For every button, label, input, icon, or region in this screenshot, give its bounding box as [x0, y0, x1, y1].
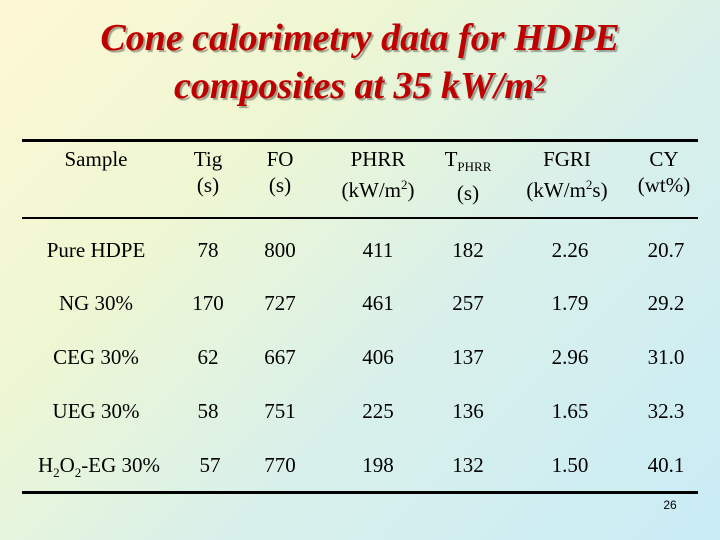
table-header-rule [22, 217, 698, 219]
header-tig-unit: (s) [196, 173, 220, 197]
cell-phrr: 225 [362, 399, 394, 423]
cell-sample: CEG 30% [53, 345, 139, 369]
header-phrr-unit-post: ) [407, 178, 415, 202]
cell-sample: H2O2-EG 30% [14, 452, 184, 486]
header-fgri-unit-pre: (kW/m [526, 178, 586, 202]
header-tphrr-label: TPHRR [430, 146, 506, 180]
header-phrr-unit: (kW/m2) [330, 172, 426, 203]
cell-sample-o: O [59, 453, 75, 477]
cell-fgri: 2.26 [551, 238, 589, 262]
header-sample-label: Sample [64, 147, 128, 171]
cell-fo: 770 [264, 453, 296, 477]
header-tphrr-sub: PHRR [457, 159, 492, 175]
cell-cy: 32.3 [647, 399, 685, 423]
header-fgri-unit-sup: 2 [585, 177, 593, 192]
header-fgri-label: FGRI [543, 147, 591, 171]
cell-phrr: 461 [362, 291, 394, 315]
cell-sample: UEG 30% [52, 399, 140, 423]
cell-tphrr: 182 [452, 238, 484, 262]
header-phrr-unit-pre: (kW/m [341, 178, 401, 202]
cell-sample-sub1: 2 [53, 465, 60, 481]
table-row: CEG 30% 62 667 406 137 2.96 31.0 [0, 344, 720, 384]
header-tig: Tig (s) [178, 146, 238, 198]
cell-cy: 40.1 [647, 453, 685, 477]
header-fgri: FGRI (kW/m2s) [512, 146, 622, 203]
header-phrr: PHRR (kW/m2) [330, 146, 426, 203]
cell-fo: 667 [264, 345, 296, 369]
table-row: NG 30% 170 727 461 257 1.79 29.2 [0, 290, 720, 330]
header-cy: CY (wt%) [624, 146, 704, 198]
cell-sample: NG 30% [58, 291, 134, 315]
page-number: 26 [663, 498, 677, 512]
cell-sample-sub2: 2 [74, 465, 82, 481]
cell-tig: 78 [197, 238, 219, 262]
header-phrr-unit-sup: 2 [400, 177, 408, 192]
table-bottom-rule [22, 491, 698, 494]
cell-phrr: 411 [362, 238, 394, 262]
title-line-2: composites at 35 kW/m2 [0, 62, 720, 110]
header-fo: FO (s) [250, 146, 310, 198]
cell-fo: 800 [264, 238, 296, 262]
header-phrr-label: PHRR [350, 147, 406, 171]
cell-fgri: 1.65 [551, 399, 589, 423]
table-row: H2O2-EG 30% 57 770 198 132 1.50 40.1 [0, 452, 720, 492]
header-tphrr-unit: (s) [456, 181, 480, 206]
title-line-2-text: composites at 35 kW/m [174, 65, 534, 107]
cell-fgri: 1.79 [551, 291, 589, 315]
table-top-rule [22, 139, 698, 142]
cell-phrr: 198 [362, 453, 394, 477]
cell-tig: 58 [197, 399, 219, 423]
cell-tphrr: 257 [452, 291, 484, 315]
cell-tig: 57 [199, 453, 221, 477]
header-cy-label: CY [649, 147, 679, 171]
header-tig-label: Tig [193, 147, 223, 171]
header-fgri-unit-post: s) [592, 178, 608, 202]
cell-tphrr: 137 [452, 345, 484, 369]
cell-cy: 31.0 [647, 345, 685, 369]
cell-sample: Pure HDPE [46, 238, 146, 262]
cell-phrr: 406 [362, 345, 394, 369]
title-line-2-superscript: 2 [533, 71, 546, 97]
header-tphrr: TPHRR (s) [430, 146, 506, 206]
cell-fgri: 1.50 [551, 453, 589, 477]
table-row: UEG 30% 58 751 225 136 1.65 32.3 [0, 398, 720, 438]
cell-tig: 62 [197, 345, 219, 369]
cell-tphrr: 132 [452, 453, 484, 477]
header-tphrr-letter: T [444, 147, 458, 171]
cell-fo: 727 [264, 291, 296, 315]
cell-fo: 751 [264, 399, 296, 423]
cell-tphrr: 136 [452, 399, 484, 423]
title-line-1: Cone calorimetry data for HDPE [100, 17, 620, 59]
cell-sample-h: H [37, 453, 54, 477]
slide-title: Cone calorimetry data for HDPE composite… [0, 14, 720, 110]
header-sample: Sample [18, 146, 174, 172]
header-fo-label: FO [266, 147, 294, 171]
header-fgri-unit: (kW/m2s) [512, 172, 622, 203]
cell-cy: 29.2 [647, 291, 685, 315]
cell-cy: 20.7 [647, 238, 685, 262]
header-cy-unit: (wt%) [637, 173, 691, 197]
cell-fgri: 2.96 [551, 345, 589, 369]
table-row: Pure HDPE 78 800 411 182 2.26 20.7 [0, 237, 720, 277]
cell-sample-rest: -EG 30% [81, 453, 161, 477]
cell-tig: 170 [192, 291, 224, 315]
header-fo-unit: (s) [268, 173, 292, 197]
